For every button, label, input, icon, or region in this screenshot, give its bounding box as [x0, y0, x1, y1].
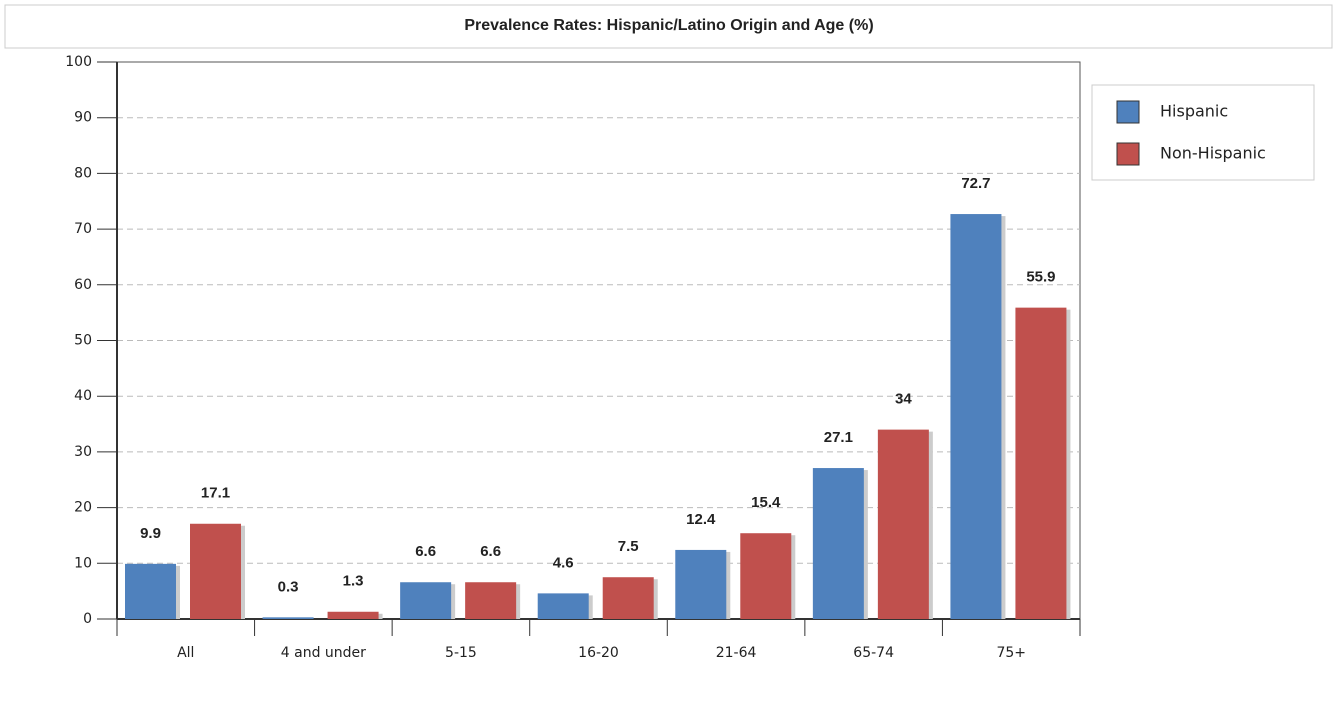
y-tick-label: 100 [65, 54, 92, 70]
data-label: 27.1 [824, 429, 853, 446]
bar [465, 582, 517, 619]
data-label: 4.6 [553, 554, 574, 571]
y-tick-label: 70 [74, 221, 92, 237]
y-tick-label: 10 [74, 555, 92, 571]
data-label: 0.3 [278, 578, 299, 595]
y-tick-label: 50 [74, 333, 92, 349]
data-label: 34 [895, 391, 912, 408]
bar [190, 523, 241, 619]
bar [537, 593, 589, 619]
x-tick-label: All [177, 645, 194, 661]
bar [327, 611, 379, 619]
x-tick-label: 21-64 [716, 645, 757, 661]
bar [877, 429, 929, 619]
y-tick-label: 40 [74, 388, 92, 404]
data-label: 9.9 [140, 525, 161, 542]
legend-label: Hispanic [1160, 102, 1228, 121]
x-tick-label: 16-20 [578, 645, 619, 661]
y-tick-label: 20 [74, 500, 92, 516]
y-tick-label: 60 [74, 277, 92, 293]
y-tick-label: 30 [74, 444, 92, 460]
data-label: 55.9 [1026, 269, 1055, 286]
x-tick-label: 75+ [996, 645, 1026, 661]
data-label: 6.6 [415, 543, 436, 560]
bar [400, 582, 452, 619]
data-label: 1.3 [343, 573, 364, 590]
data-label: 17.1 [201, 485, 230, 502]
y-tick-label: 90 [74, 110, 92, 126]
legend-label: Non-Hispanic [1160, 144, 1266, 163]
bar [740, 533, 792, 619]
legend-swatch [1116, 142, 1140, 166]
data-label: 7.5 [618, 538, 639, 555]
title-box [4, 4, 1333, 49]
bar [812, 468, 864, 619]
legend-swatch [1116, 100, 1140, 124]
bar [125, 563, 176, 619]
data-label: 6.6 [480, 543, 501, 560]
y-tick-label: 80 [74, 165, 92, 181]
y-tick-label: 0 [83, 611, 92, 627]
data-label: 12.4 [686, 511, 716, 528]
chart-title: Prevalence Rates: Hispanic/Latino Origin… [464, 17, 873, 34]
legend-box [1091, 84, 1315, 181]
x-tick-label: 5-15 [445, 645, 477, 661]
x-tick-label: 65-74 [853, 645, 894, 661]
bar [675, 549, 727, 619]
bar [950, 214, 1002, 619]
bar [262, 617, 314, 619]
bar [1015, 307, 1067, 619]
bar [602, 577, 654, 619]
data-label: 72.7 [961, 175, 990, 192]
data-label: 15.4 [751, 494, 781, 511]
x-tick-label: 4 and under [281, 645, 366, 661]
